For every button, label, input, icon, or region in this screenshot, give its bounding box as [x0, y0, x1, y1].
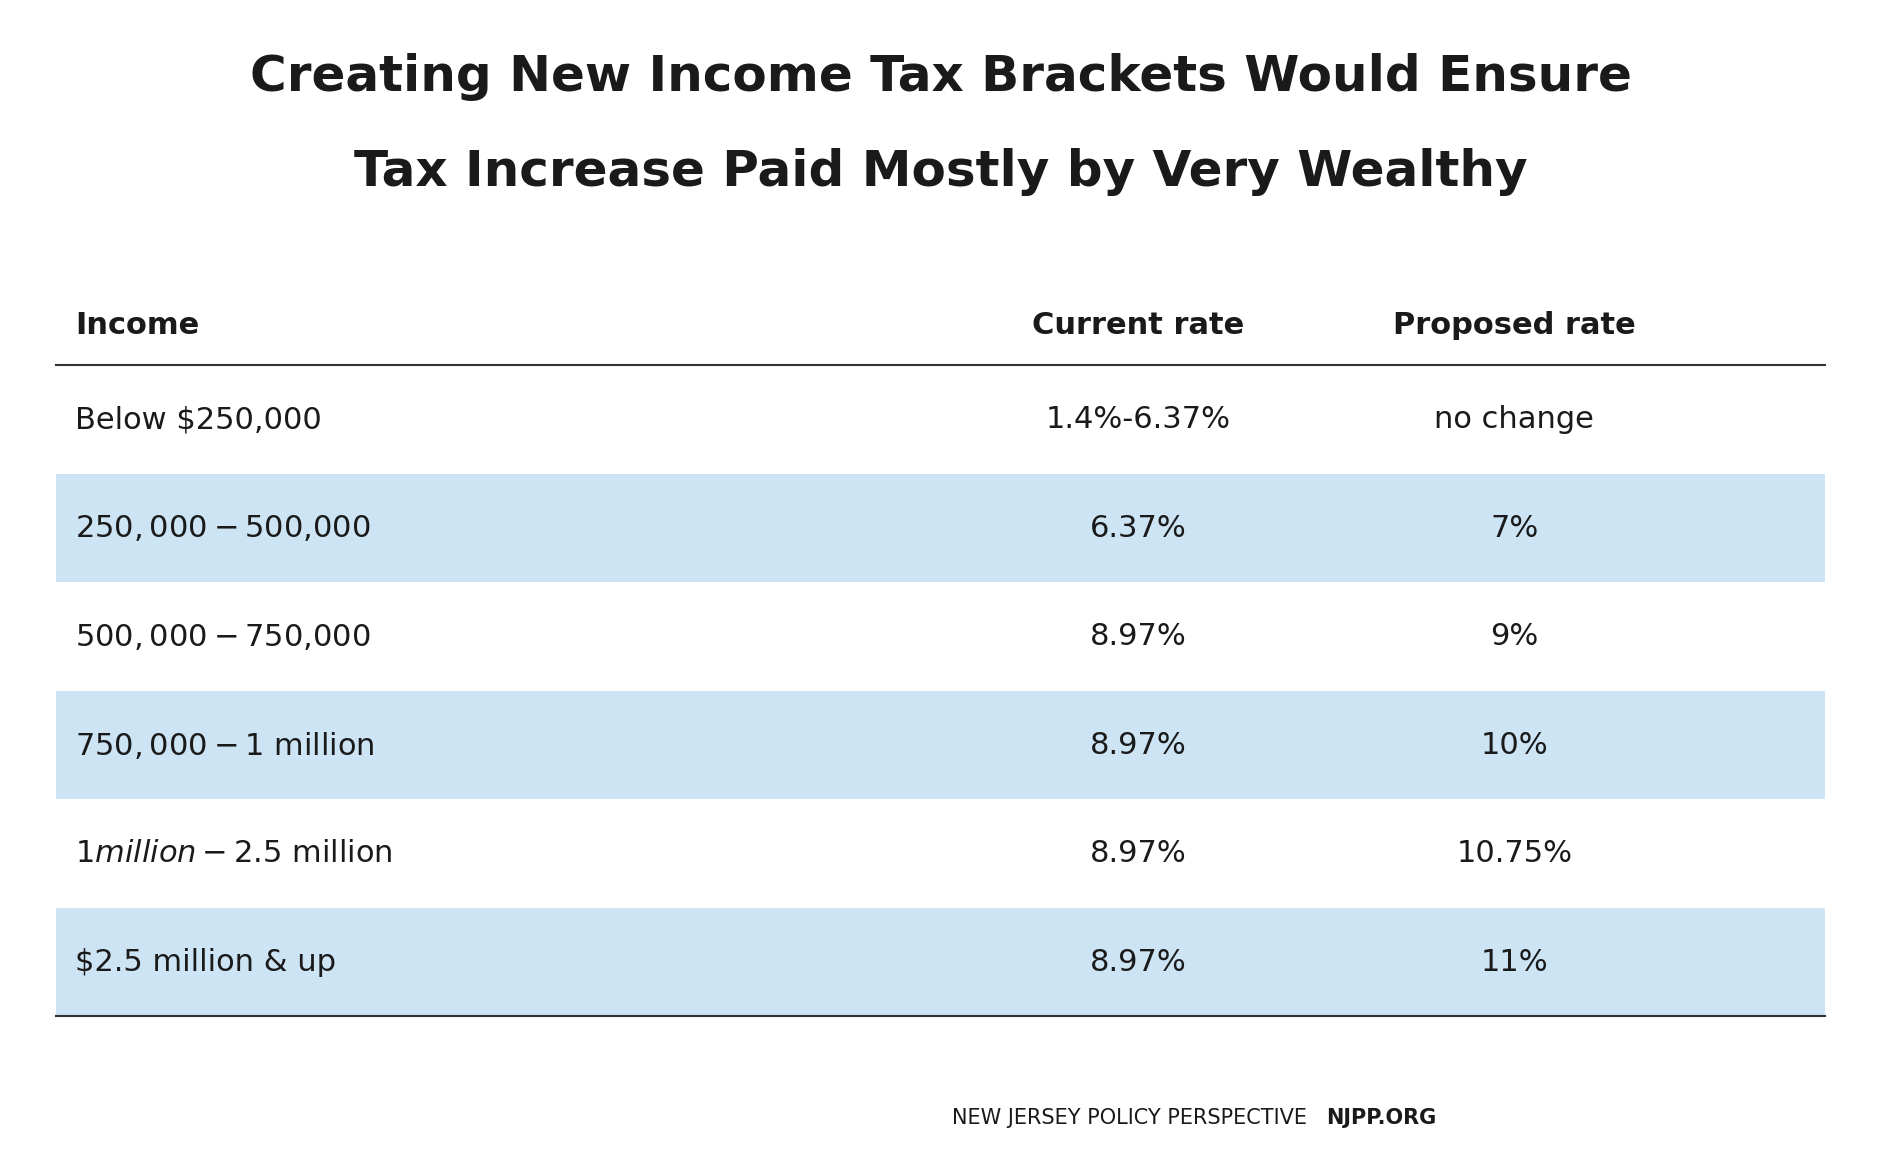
Text: NEW JERSEY POLICY PERSPECTIVE: NEW JERSEY POLICY PERSPECTIVE [951, 1107, 1307, 1128]
Text: $250,000-$500,000: $250,000-$500,000 [75, 513, 370, 543]
Text: Proposed rate: Proposed rate [1391, 312, 1636, 340]
Text: no change: no change [1434, 405, 1592, 434]
Text: 1.4%-6.37%: 1.4%-6.37% [1045, 405, 1230, 434]
Text: 8.97%: 8.97% [1089, 622, 1186, 651]
Text: NJPP.ORG: NJPP.ORG [1325, 1107, 1436, 1128]
Text: 8.97%: 8.97% [1089, 839, 1186, 868]
Text: Creating New Income Tax Brackets Would Ensure: Creating New Income Tax Brackets Would E… [250, 53, 1630, 100]
Text: 8.97%: 8.97% [1089, 731, 1186, 760]
Text: $2.5 million & up: $2.5 million & up [75, 948, 337, 977]
Text: Tax Increase Paid Mostly by Very Wealthy: Tax Increase Paid Mostly by Very Wealthy [353, 148, 1527, 196]
Text: $500,000-$750,000: $500,000-$750,000 [75, 622, 370, 651]
Text: 6.37%: 6.37% [1089, 513, 1186, 543]
FancyBboxPatch shape [56, 908, 1824, 1016]
Text: 9%: 9% [1489, 622, 1538, 651]
Text: Current rate: Current rate [1032, 312, 1243, 340]
Text: Income: Income [75, 312, 199, 340]
Text: $750,000-$1 million: $750,000-$1 million [75, 729, 374, 761]
FancyBboxPatch shape [56, 474, 1824, 582]
FancyBboxPatch shape [56, 691, 1824, 799]
Text: 8.97%: 8.97% [1089, 948, 1186, 977]
Text: $1 million-$2.5 million: $1 million-$2.5 million [75, 839, 393, 868]
Text: 10.75%: 10.75% [1455, 839, 1572, 868]
Text: 11%: 11% [1480, 948, 1547, 977]
Text: 7%: 7% [1489, 513, 1538, 543]
Text: Below $250,000: Below $250,000 [75, 405, 321, 434]
Text: 10%: 10% [1480, 731, 1547, 760]
